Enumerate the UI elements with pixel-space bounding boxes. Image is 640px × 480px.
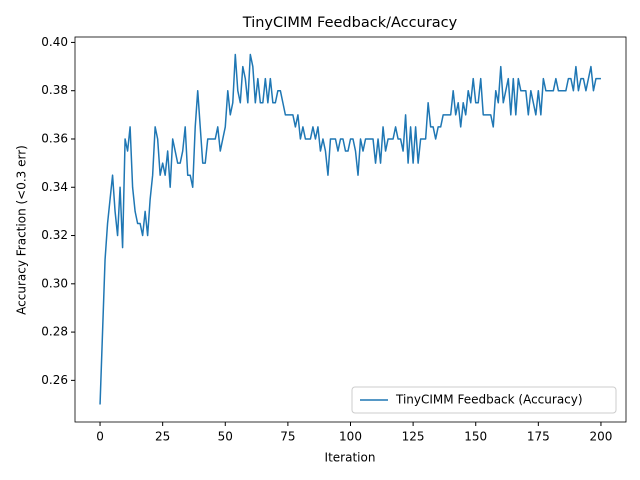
x-tick-label: 50 bbox=[218, 430, 233, 444]
y-tick-label: 0.40 bbox=[41, 35, 68, 49]
y-tick-label: 0.34 bbox=[41, 180, 68, 194]
y-tick-label: 0.38 bbox=[41, 83, 68, 97]
data-line bbox=[99, 53, 601, 405]
x-tick-label: 100 bbox=[339, 430, 362, 444]
x-tick-label: 75 bbox=[280, 430, 295, 444]
x-axis-label: Iteration bbox=[325, 451, 376, 465]
x-tick-label: 200 bbox=[590, 430, 613, 444]
y-axis-label: Accuracy Fraction (<0.3 err) bbox=[15, 145, 29, 315]
x-tick-label: 125 bbox=[402, 430, 425, 444]
y-tick-label: 0.30 bbox=[41, 276, 68, 290]
legend-frame bbox=[351, 386, 617, 414]
chart-title: TinyCIMM Feedback/Accuracy bbox=[242, 15, 458, 31]
x-tick-label: 150 bbox=[464, 430, 487, 444]
y-tick-label: 0.32 bbox=[41, 228, 68, 242]
legend-label: TinyCIMM Feedback (Accuracy) bbox=[395, 393, 583, 407]
x-tick-label: 175 bbox=[527, 430, 550, 444]
y-tick-label: 0.28 bbox=[41, 325, 68, 339]
y-tick-label: 0.26 bbox=[41, 373, 68, 387]
y-tick-label: 0.36 bbox=[41, 131, 68, 145]
x-tick-label: 0 bbox=[96, 430, 104, 444]
x-tick-label: 25 bbox=[155, 430, 170, 444]
axes-frame bbox=[74, 36, 627, 423]
